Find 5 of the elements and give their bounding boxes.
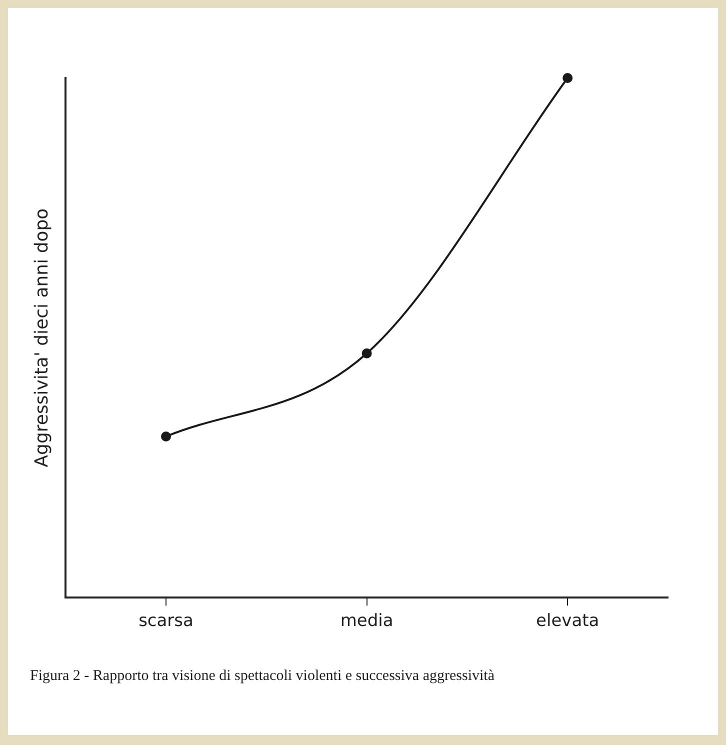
- x-tick-label: scarsa: [138, 611, 194, 632]
- x-tick-label: media: [340, 611, 394, 632]
- y-axis-title: Aggressivita' dieci anni dopo: [31, 208, 52, 468]
- text: Figura 2 - Rapporto tra visione di spettacoli violenti e successiva aggressività: [30, 668, 494, 685]
- x-tick-label: elevata: [536, 611, 600, 632]
